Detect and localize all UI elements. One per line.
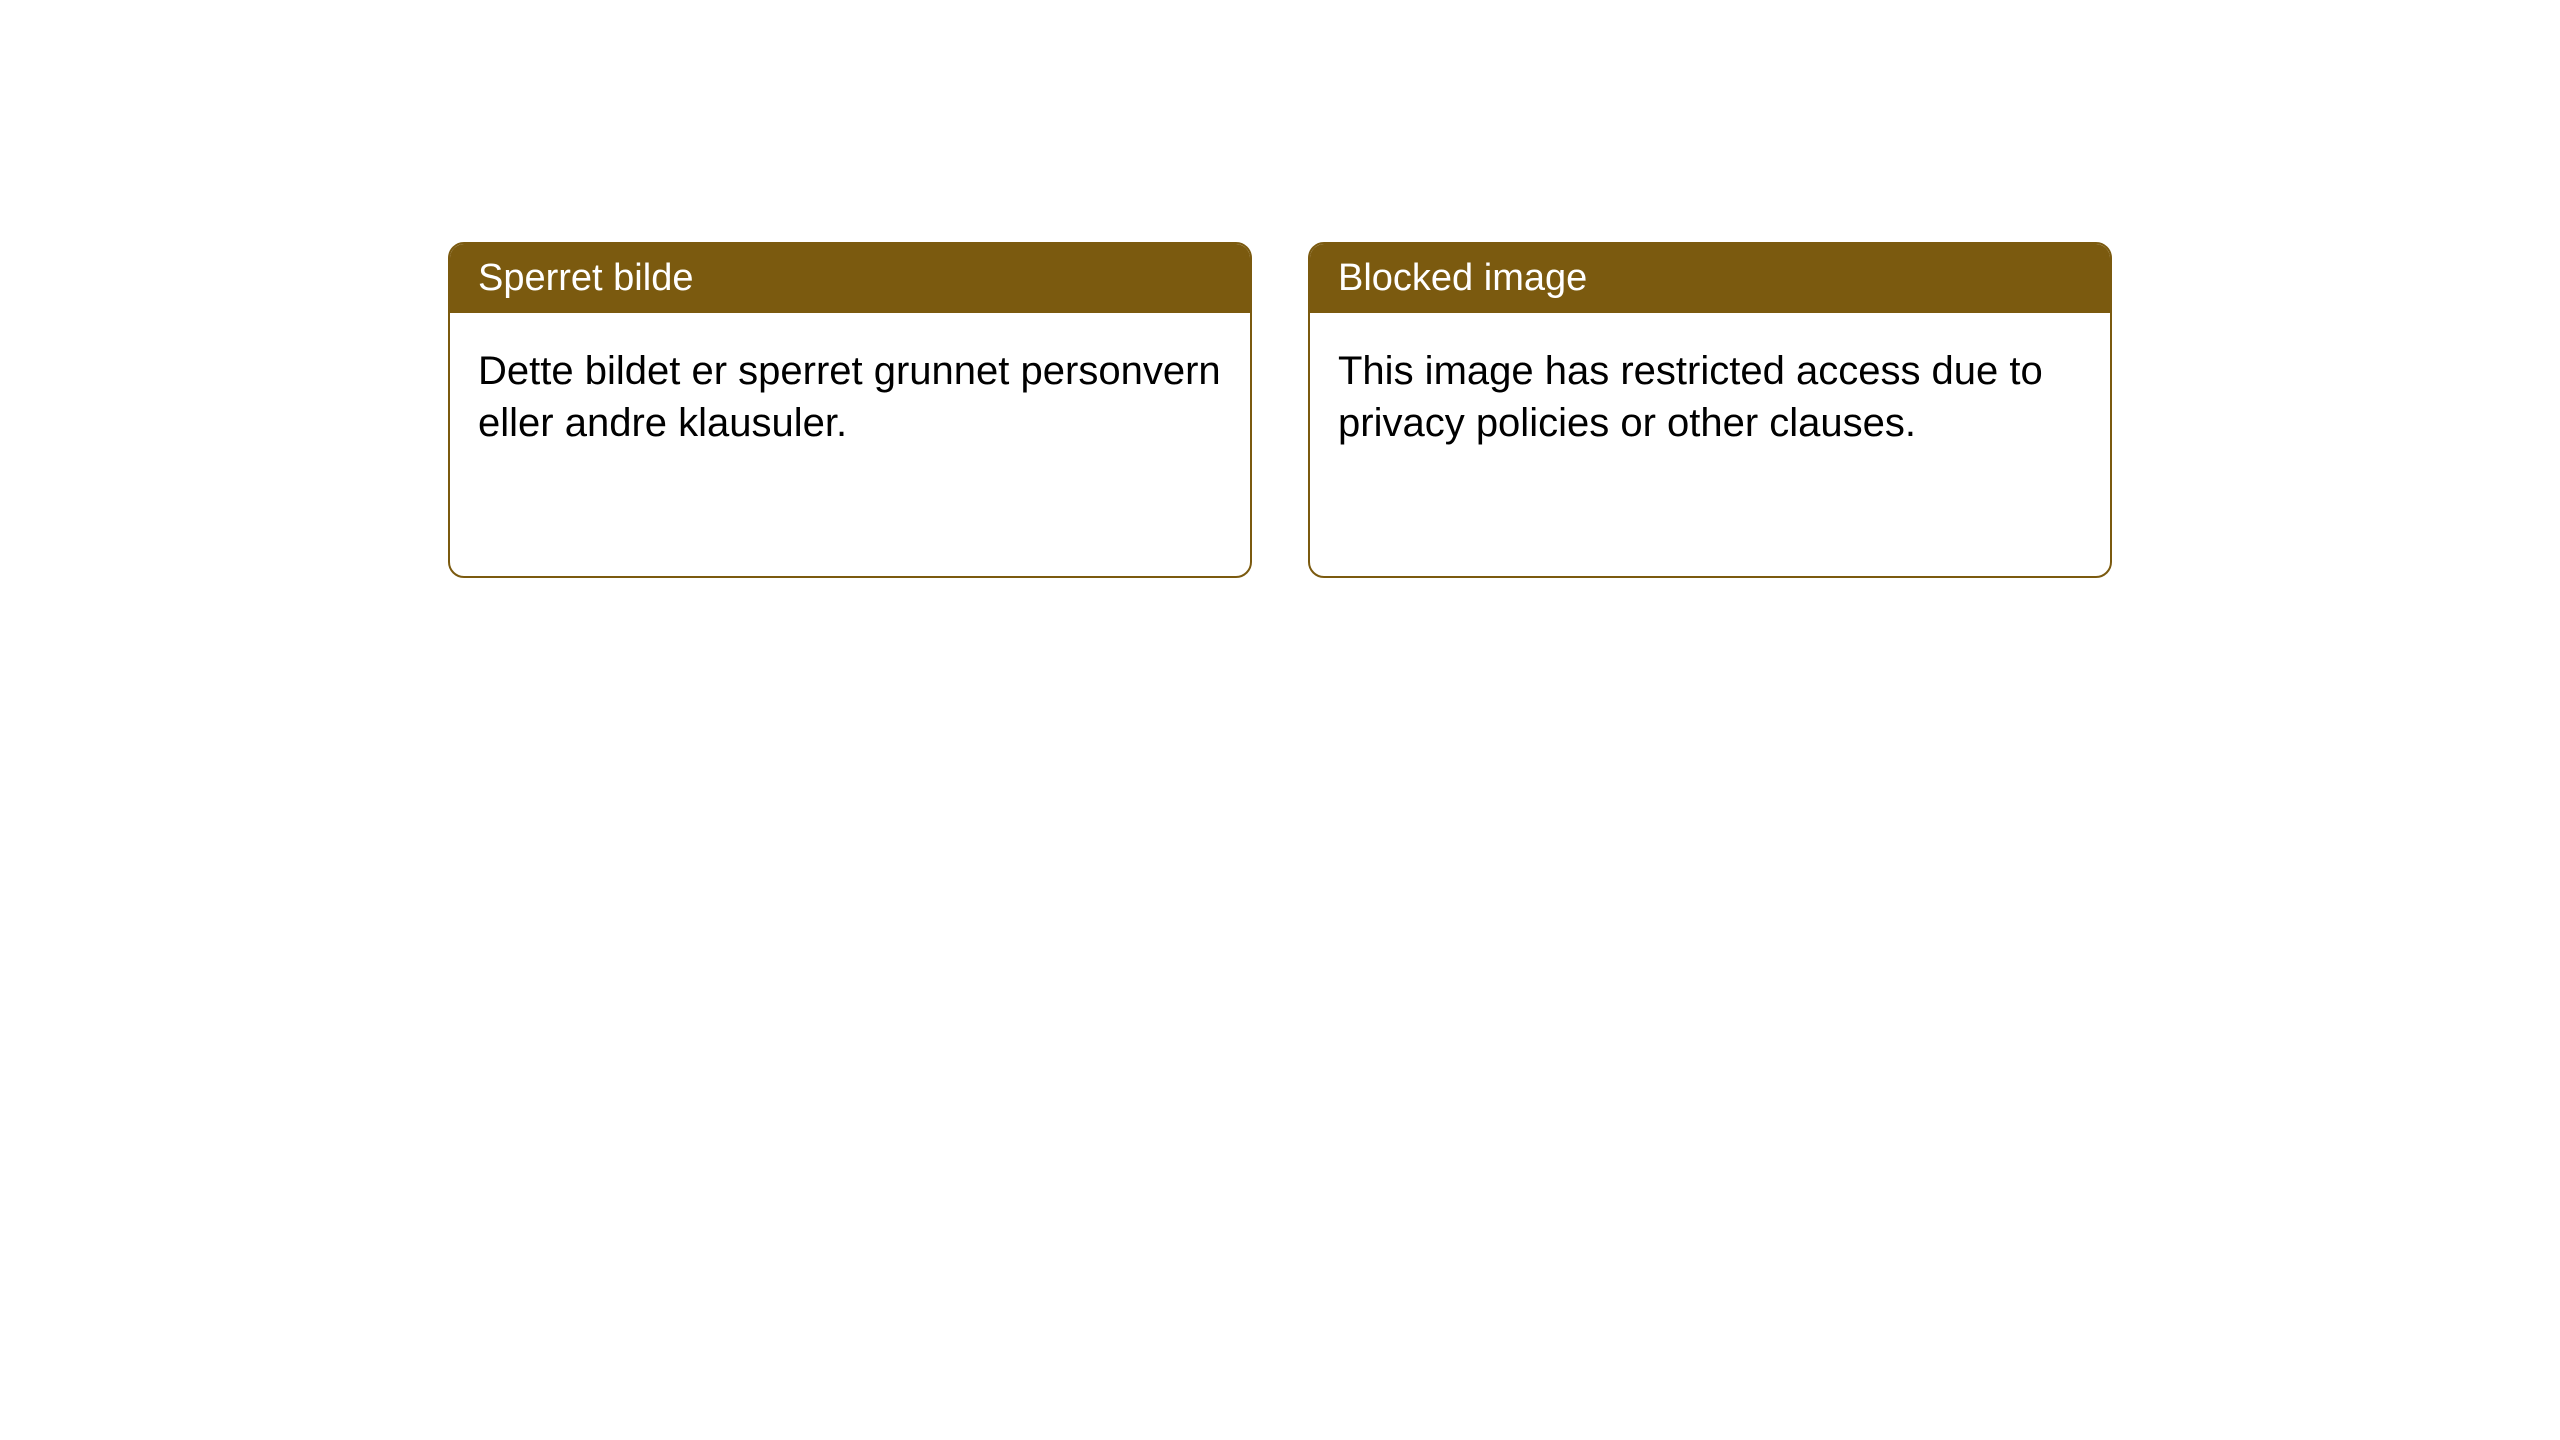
notice-card-title: Sperret bilde [450, 244, 1250, 313]
notice-card-english: Blocked image This image has restricted … [1308, 242, 2112, 578]
notice-container: Sperret bilde Dette bildet er sperret gr… [0, 0, 2560, 578]
notice-card-body: Dette bildet er sperret grunnet personve… [450, 313, 1250, 481]
notice-card-title: Blocked image [1310, 244, 2110, 313]
notice-card-body: This image has restricted access due to … [1310, 313, 2110, 481]
notice-card-norwegian: Sperret bilde Dette bildet er sperret gr… [448, 242, 1252, 578]
